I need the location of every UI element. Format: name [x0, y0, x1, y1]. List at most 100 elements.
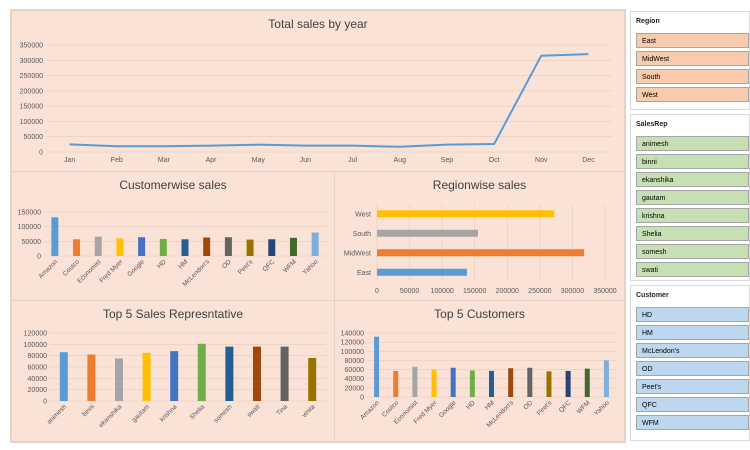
- bar: [508, 368, 514, 397]
- total-sales-title: Total sales by year: [268, 17, 368, 31]
- y-tick-label: 50000: [24, 134, 44, 141]
- x-tick-label: WFM: [576, 399, 592, 415]
- y-tick-label: 140000: [341, 331, 364, 338]
- x-tick-label: Yahoo: [302, 258, 320, 276]
- x-tick-label: Jul: [348, 157, 357, 164]
- x-tick-label: HD: [156, 258, 168, 270]
- bar: [584, 368, 590, 397]
- x-tick-label: Jun: [300, 157, 311, 164]
- x-tick-label: Google: [126, 258, 146, 278]
- customerwise-title: Customerwise sales: [119, 178, 227, 192]
- bar: [51, 217, 59, 256]
- x-tick-label: Yahoo: [593, 399, 611, 417]
- customer-slicer-item[interactable]: HD: [636, 307, 749, 322]
- bar: [527, 367, 533, 397]
- x-tick-label: 100000: [430, 288, 453, 295]
- top-reps-panel: Top 5 Sales Represntative 0 20000 40000 600…: [11, 300, 335, 442]
- region-slicer-item[interactable]: West: [636, 87, 749, 102]
- customer-slicer-item[interactable]: QFC: [636, 397, 749, 412]
- bar: [311, 232, 319, 256]
- x-tick-label: OD: [522, 399, 534, 411]
- bar: [197, 343, 206, 401]
- salesrep-slicer-item[interactable]: Shelia: [636, 226, 749, 241]
- x-tick-label: HM: [484, 399, 496, 411]
- y-tick-label: 100000: [341, 349, 364, 356]
- customer-slicer-item[interactable]: McLendon's: [636, 343, 749, 358]
- x-tick-label: 50000: [400, 288, 420, 295]
- regionwise-chart: 0 50000 100000 150000 200000 250000 300000 3500…: [344, 204, 617, 295]
- customer-slicer-item[interactable]: Peet's: [636, 379, 749, 394]
- y-tick-label: 150000: [20, 104, 43, 111]
- customer-slicer-item[interactable]: OD: [636, 361, 749, 376]
- y-tick-label: 80000: [28, 353, 48, 360]
- regionwise-panel: Regionwise sales 0 50000 100000 150000 20000…: [334, 171, 625, 301]
- bar: [289, 237, 297, 256]
- x-tick-label: HM: [177, 258, 189, 270]
- region-slicer-item[interactable]: South: [636, 69, 749, 84]
- x-tick-label: 350000: [593, 288, 616, 295]
- bar: [268, 239, 276, 256]
- x-tick-label: animesh: [46, 403, 69, 426]
- bar: [377, 229, 478, 237]
- y-tick-label: 40000: [345, 376, 365, 383]
- bar: [142, 352, 151, 401]
- x-tick-label: QFC: [558, 399, 573, 414]
- region-slicer-item[interactable]: MidWest: [636, 51, 749, 66]
- x-tick-label: 200000: [496, 288, 519, 295]
- y-tick-label: 50000: [22, 239, 42, 246]
- bar: [374, 336, 380, 397]
- y-tick-label: 0: [39, 150, 43, 157]
- customer-slicer-item[interactable]: HM: [636, 325, 749, 340]
- y-tick-label: 0: [43, 399, 47, 406]
- salesrep-slicer-item[interactable]: somesh: [636, 244, 749, 259]
- bar: [203, 237, 211, 256]
- bar: [431, 369, 437, 397]
- top-customers-panel: Top 5 Customers 0 20000 40000 60000 80000 100…: [334, 300, 625, 442]
- salesrep-slicer-item[interactable]: ekanshika: [636, 172, 749, 187]
- salesrep-slicer-title: SalesRep: [636, 121, 668, 128]
- y-tick-label: 120000: [341, 340, 364, 347]
- salesrep-slicer-item[interactable]: krishna: [636, 208, 749, 223]
- x-tick-label: Dec: [582, 157, 595, 164]
- salesrep-slicer-item[interactable]: gautam: [636, 190, 749, 205]
- bar: [377, 249, 585, 257]
- y-tick-label: 20000: [28, 387, 48, 394]
- series-line: [69, 53, 589, 148]
- top-reps-chart: 0 20000 40000 60000 80000 100000 120000 animesh…: [24, 331, 326, 429]
- y-tick-label: South: [353, 231, 371, 238]
- x-tick-label: Sep: [441, 157, 454, 164]
- salesrep-slicer-item[interactable]: binni: [636, 154, 749, 169]
- top-customers-chart: 0 20000 40000 60000 80000 100000 120000 140000 A…: [341, 331, 616, 429]
- region-slicer-item[interactable]: East: [636, 33, 749, 48]
- bar: [138, 237, 146, 256]
- customer-slicer-item[interactable]: WFM: [636, 415, 749, 430]
- x-tick-label: May: [252, 157, 266, 164]
- y-tick-label: 350000: [20, 43, 43, 50]
- bar: [377, 268, 467, 276]
- y-tick-label: 60000: [345, 367, 365, 374]
- salesrep-slicer-item[interactable]: swati: [636, 262, 749, 277]
- y-tick-label: 150000: [18, 210, 41, 217]
- x-tick-label: Shelia: [188, 403, 206, 421]
- bar: [546, 371, 552, 397]
- x-tick-label: Nov: [535, 157, 548, 164]
- x-tick-label: Amazon: [37, 258, 59, 280]
- y-tick-label: East: [357, 270, 371, 277]
- x-tick-label: 300000: [561, 288, 584, 295]
- bar: [412, 366, 418, 397]
- x-tick-label: 250000: [528, 288, 551, 295]
- x-tick-label: WFM: [282, 258, 298, 274]
- bar: [450, 367, 456, 397]
- x-tick-label: vinita: [301, 403, 317, 419]
- bar: [377, 210, 555, 218]
- x-tick-label: gautam: [131, 403, 151, 423]
- bar: [603, 360, 609, 397]
- y-tick-label: 100000: [20, 119, 43, 126]
- bar: [59, 352, 68, 401]
- salesrep-slicer-item[interactable]: animesh: [636, 136, 749, 151]
- y-tick-label: 250000: [20, 73, 43, 80]
- bar: [246, 239, 254, 256]
- bar: [87, 354, 96, 401]
- customerwise-panel: Customerwise sales 0 50000 100000 150000 Ama…: [11, 171, 335, 301]
